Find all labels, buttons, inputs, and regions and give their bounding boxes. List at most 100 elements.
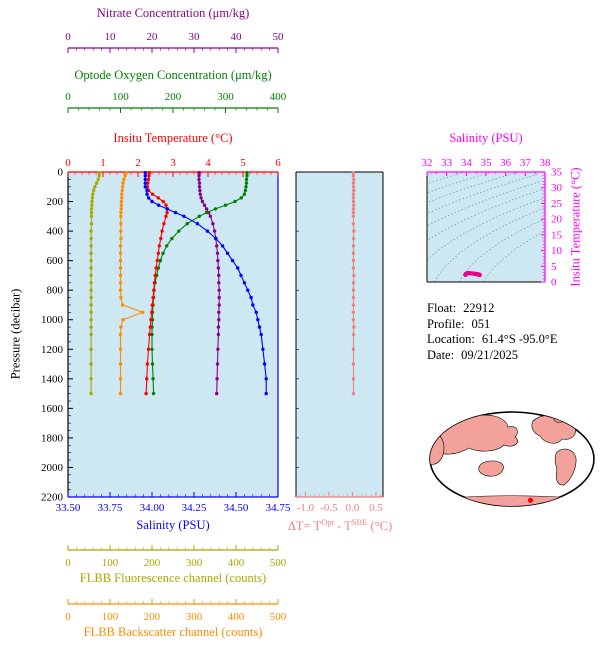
world-map (429, 411, 595, 507)
delta-label-mid: - T (333, 519, 352, 534)
svg-text:0: 0 (65, 157, 71, 169)
svg-text:0: 0 (58, 167, 64, 179)
float-info-block: Float: 22912 Profile: 051 Location: 61.4°S … (427, 301, 558, 363)
ts-data-points (463, 271, 482, 278)
svg-text:10: 10 (105, 31, 117, 43)
svg-text:0: 0 (65, 91, 71, 103)
svg-text:600: 600 (47, 255, 64, 267)
svg-text:38: 38 (540, 157, 552, 169)
svg-text:400: 400 (47, 226, 64, 238)
temperature-axis: 0 1 2 3 4 5 6 (65, 157, 281, 177)
float-info-row: Date: 09/21/2025 (427, 348, 558, 364)
svg-text:34.25: 34.25 (182, 502, 207, 514)
svg-text:-0.5: -0.5 (320, 502, 338, 514)
svg-text:34.50: 34.50 (224, 502, 249, 514)
svg-text:33.50: 33.50 (56, 502, 81, 514)
svg-text:0: 0 (551, 277, 557, 289)
svg-text:500: 500 (270, 611, 287, 623)
svg-text:5: 5 (240, 157, 246, 169)
svg-text:0.5: 0.5 (369, 502, 383, 514)
fluorescence-axis-title: FLBB Fluorescence channel (counts) (79, 571, 267, 585)
svg-text:1000: 1000 (41, 314, 64, 326)
svg-text:35: 35 (481, 157, 493, 169)
ts-diagram: 32 33 34 35 36 37 38 0 5 10 15 20 25 30 35 (422, 157, 563, 289)
svg-text:1400: 1400 (41, 373, 64, 385)
backscatter-axis-title: FLBB Backscatter channel (counts) (83, 625, 263, 639)
svg-text:200: 200 (144, 611, 161, 623)
info-label: Date: (427, 347, 455, 362)
ts-temperature-axis-title: Insitu Temperature (°C) (568, 167, 583, 287)
svg-text:40: 40 (231, 31, 243, 43)
svg-text:2: 2 (135, 157, 141, 169)
svg-text:50: 50 (273, 31, 285, 43)
svg-text:36: 36 (500, 157, 512, 169)
salinity-profile-line (143, 171, 268, 396)
oxygen-axis: 0 100 200 300 400 (65, 91, 287, 113)
nitrate-axis-title: Nitrate Concentration (μm/kg) (96, 6, 250, 20)
float-info-row: Float: 22912 (427, 301, 558, 317)
svg-text:0.0: 0.0 (346, 502, 360, 514)
delta-t-plot: -1.0 -0.5 0.0 0.5 (295, 171, 384, 514)
info-value: 051 (471, 316, 491, 331)
svg-text:30: 30 (551, 182, 563, 194)
delta-label-suffix: (°C) (367, 519, 393, 534)
salinity-axis-title: Salinity (PSU) (136, 518, 210, 532)
svg-text:30: 30 (189, 31, 201, 43)
svg-text:34.00: 34.00 (140, 502, 165, 514)
svg-text:100: 100 (102, 557, 119, 569)
svg-text:800: 800 (47, 285, 64, 297)
svg-text:0: 0 (65, 31, 71, 43)
svg-text:2000: 2000 (41, 462, 64, 474)
svg-text:1800: 1800 (41, 432, 64, 444)
svg-text:500: 500 (270, 557, 287, 569)
svg-text:200: 200 (165, 91, 182, 103)
nitrate-profile-line (197, 171, 221, 396)
svg-text:400: 400 (228, 611, 245, 623)
svg-text:20: 20 (551, 214, 563, 226)
main-profile-plot: 0200400600800100012001400160018002000220… (41, 31, 291, 623)
svg-text:300: 300 (186, 611, 203, 623)
oxygen-axis-title: Optode Oxygen Concentration (μm/kg) (74, 68, 272, 82)
svg-text:100: 100 (112, 91, 129, 103)
delta-label-prefix: ΔT= T (287, 519, 322, 534)
pressure-axis: 0 200 400 600 800 1000 1200 1400 1600 1800 2000 220… (41, 167, 73, 504)
svg-text:0: 0 (65, 557, 71, 569)
svg-text:33: 33 (441, 157, 453, 169)
svg-text:2200: 2200 (41, 492, 64, 504)
info-label: Profile: (427, 316, 465, 331)
fluorescence-axis: 0 100 200 300 400 500 (65, 545, 287, 569)
map-land (430, 412, 594, 506)
ts-salinity-axis-title: Salinity (PSU) (449, 131, 523, 145)
salinity-axis: 33.50 33.75 34.00 34.25 34.50 34.75 (56, 492, 291, 514)
temperature-axis-title: Insitu Temperature (°C) (113, 131, 233, 145)
svg-text:1200: 1200 (41, 344, 64, 356)
svg-text:6: 6 (275, 157, 281, 169)
pressure-axis-title: Pressure (decibar) (8, 288, 23, 380)
svg-text:300: 300 (217, 91, 234, 103)
delta-t-axis-label: ΔT= TOpt - TSBE (°C) (288, 517, 392, 534)
svg-text:1600: 1600 (41, 403, 64, 415)
density-contours (426, 171, 545, 283)
svg-text:-1.0: -1.0 (297, 502, 315, 514)
fluorescence-profile-line (89, 171, 102, 396)
svg-text:34.75: 34.75 (266, 502, 291, 514)
svg-text:25: 25 (551, 198, 563, 210)
svg-text:200: 200 (144, 557, 161, 569)
backscatter-axis: 0 100 200 300 400 500 (65, 599, 287, 623)
svg-text:300: 300 (186, 557, 203, 569)
float-info-row: Location: 61.4°S -95.0°E (427, 332, 558, 348)
info-label: Location: (427, 332, 475, 346)
delta-label-sup-sbe: SBE (351, 517, 368, 527)
info-label: Float: (427, 301, 457, 315)
svg-text:3: 3 (170, 157, 176, 169)
svg-text:32: 32 (422, 157, 433, 169)
delta-label-sup-opt: Opt (321, 517, 334, 527)
svg-text:0: 0 (65, 611, 71, 623)
svg-text:4: 4 (205, 157, 211, 169)
svg-text:34: 34 (461, 157, 473, 169)
svg-text:100: 100 (102, 611, 119, 623)
svg-text:35: 35 (551, 167, 563, 179)
info-value: 09/21/2025 (461, 347, 519, 362)
svg-text:1: 1 (100, 157, 106, 169)
